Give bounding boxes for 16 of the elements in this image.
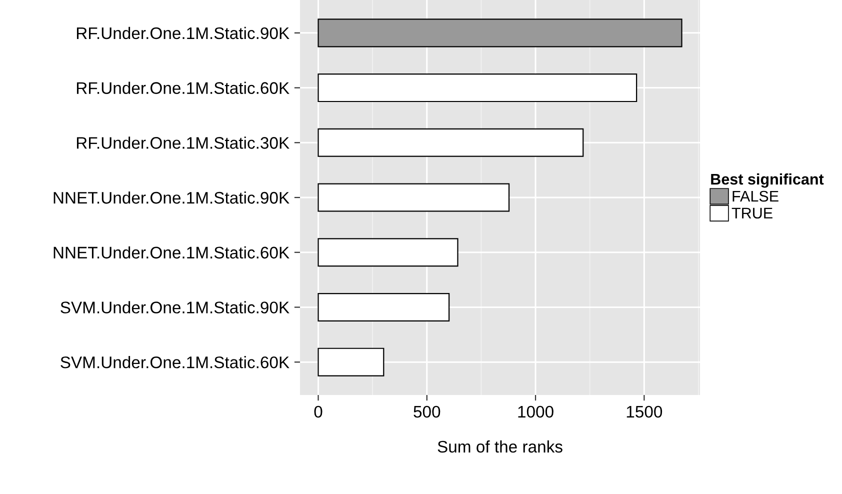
y-tick-label: SVM.Under.One.1M.Static.90K bbox=[60, 301, 290, 314]
legend-label: TRUE bbox=[732, 208, 772, 219]
y-tick-label: RF.Under.One.1M.Static.60K bbox=[76, 82, 290, 94]
legend-title: Best significant bbox=[711, 173, 824, 188]
y-tick-label: RF.Under.One.1M.Static.30K bbox=[76, 136, 290, 149]
legend-label: FALSE bbox=[732, 190, 778, 202]
bar bbox=[318, 18, 682, 48]
x-tick-label: 1000 bbox=[518, 406, 554, 418]
y-tick-label: SVM.Under.One.1M.Static.60K bbox=[60, 356, 290, 368]
y-tick-label: NNET.Under.One.1M.Static.60K bbox=[54, 246, 290, 259]
y-tick-label: RF.Under.One.1M.Static.90K bbox=[76, 26, 290, 40]
x-tick-label: 0 bbox=[314, 406, 322, 418]
x-tick-label: 500 bbox=[414, 406, 440, 418]
y-tick-label: NNET.Under.One.1M.Static.90K bbox=[54, 191, 290, 204]
x-tick-label: 1500 bbox=[626, 406, 662, 418]
x-axis-title: Sum of the ranks bbox=[438, 440, 562, 453]
